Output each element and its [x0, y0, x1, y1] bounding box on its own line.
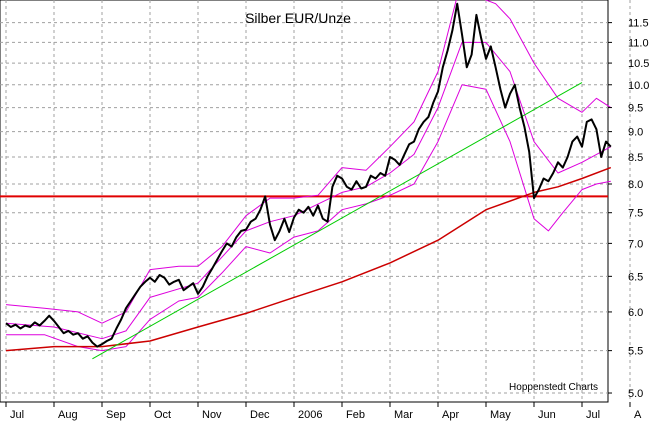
y-tick-label: 9.5	[628, 103, 643, 115]
y-tick-label: 8.0	[628, 179, 643, 191]
y-tick-label: 11.5	[628, 18, 649, 30]
x-tick-label: Feb	[346, 409, 365, 421]
y-tick-label: 10.5	[628, 58, 649, 70]
x-tick-label: Jul	[10, 409, 24, 421]
y-tick-label: 9.0	[628, 127, 643, 139]
x-tick-label: Sep	[106, 409, 126, 421]
y-tick-label: 6.5	[628, 271, 643, 283]
x-tick-label: Jun	[538, 409, 556, 421]
series-layer	[0, 0, 612, 360]
y-tick-label: 5.5	[628, 346, 643, 358]
y-tick-label: 7.5	[628, 208, 643, 220]
lower-band-line	[6, 84, 611, 352]
trend-line	[92, 82, 583, 360]
x-tick-label: 2006	[298, 409, 322, 421]
y-tick-label: 6.0	[628, 307, 643, 319]
price-line	[5, 2, 612, 348]
source-label: Hoppenstedt Charts	[509, 382, 598, 393]
y-tick-label: 11.0	[628, 37, 649, 49]
grid	[0, 0, 631, 402]
y-tick-label: 10.0	[628, 80, 649, 92]
x-tick-label: Nov	[202, 409, 222, 421]
x-tick-label: Dec	[250, 409, 270, 421]
x-tick-label: Aug	[58, 409, 78, 421]
axes: 5.0 5.5 6.0 6.5 7.0 7.5 8.0 8.5 9.0 9.5 10.0 10.5 11…	[5, 18, 649, 421]
x-tick-label: Mar	[394, 409, 413, 421]
x-tick-label: Oct	[154, 409, 171, 421]
x-tick-label: Apr	[442, 409, 459, 421]
y-tick-label: 7.0	[628, 238, 643, 250]
x-tick-label: A	[634, 409, 642, 421]
y-tick-label: 8.5	[628, 152, 643, 164]
y-tick-label: 5.0	[628, 388, 643, 400]
chart-title: Silber EUR/Unze	[245, 10, 351, 26]
x-tick-label: Jul	[586, 409, 600, 421]
x-tick-label: May	[490, 409, 511, 421]
